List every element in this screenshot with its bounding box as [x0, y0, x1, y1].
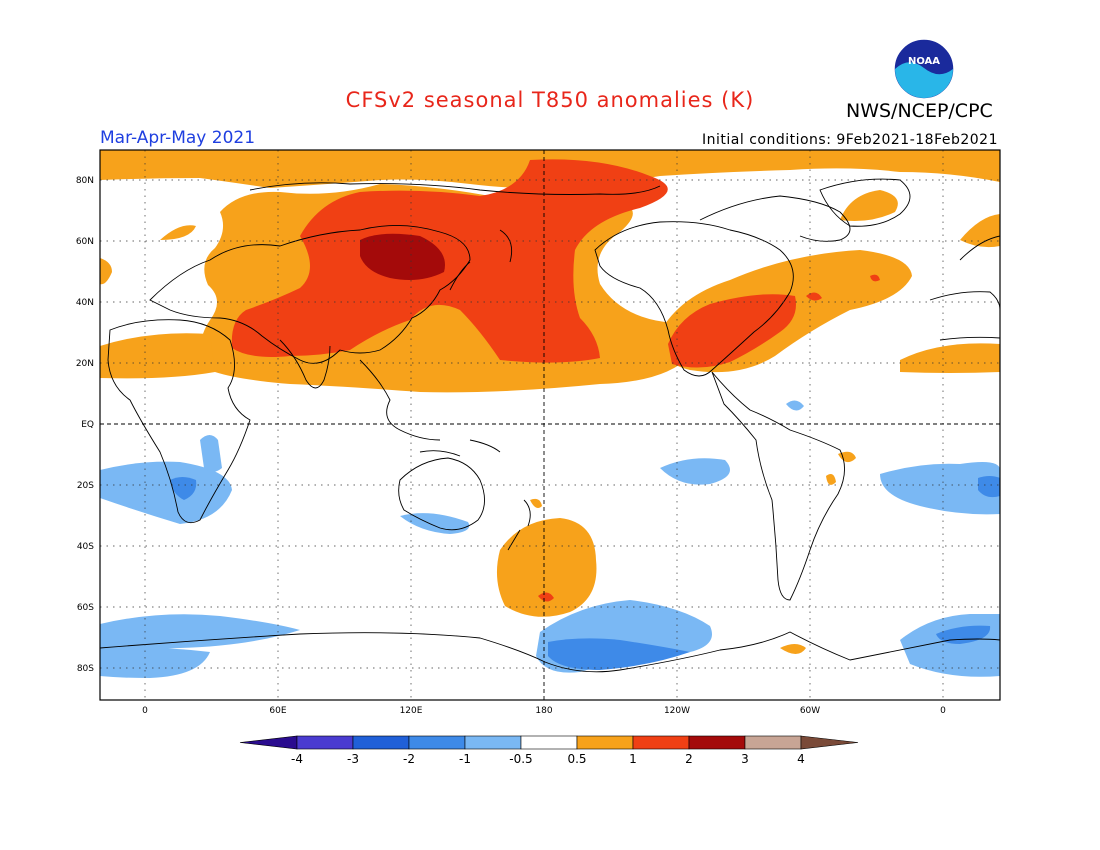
- colorbar-swatch: [744, 735, 802, 750]
- colorbar-tick-label: 3: [741, 752, 749, 766]
- lat-label: 40N: [76, 298, 94, 308]
- cold-south-atlantic: [880, 462, 1000, 515]
- colorbar-tick-label: 0.5: [567, 752, 586, 766]
- colorbar-tick-label: -1: [459, 752, 471, 766]
- warm-africa-strip: [100, 333, 215, 379]
- logo-text: NOAA: [908, 56, 940, 67]
- colorbar-swatch: [632, 735, 690, 750]
- lon-label: 0: [142, 706, 148, 716]
- colorbar-swatch: [688, 735, 746, 750]
- lon-label: 60E: [269, 706, 286, 716]
- warm-strong-siberia: [360, 233, 445, 280]
- org-label: NWS/NCEP/CPC: [846, 100, 993, 122]
- warm-south-pacific: [496, 518, 597, 617]
- lat-label: 20N: [76, 359, 94, 369]
- colorbar-swatch: [464, 735, 522, 750]
- initial-conditions: Initial conditions: 9Feb2021-18Feb2021: [702, 132, 998, 148]
- colorbar-swatch: [408, 735, 466, 750]
- lon-axis: 0 60E 120E 180 120W 60W 0: [142, 706, 946, 716]
- warm-mod-eurasia: [231, 159, 668, 363]
- colorbar-tick-label: 2: [685, 752, 693, 766]
- warm-greenland: [840, 190, 898, 221]
- lat-label: 20S: [77, 481, 94, 491]
- lon-label: 120W: [664, 706, 690, 716]
- anomaly-fields: [100, 150, 1000, 678]
- colorbar-tick-label: 1: [629, 752, 637, 766]
- colorbar: -4 -3 -2 -1 -0.5 0.5 1 2 3 4: [239, 735, 859, 766]
- reference-lines: [100, 150, 1000, 700]
- warm-atlantic: [900, 343, 1000, 373]
- lat-label: 80S: [77, 664, 94, 674]
- forecast-period: Mar-Apr-May 2021: [100, 128, 256, 148]
- lon-label: 0: [940, 706, 946, 716]
- cold-antarctic-west: [100, 614, 300, 649]
- lat-label: 60S: [77, 603, 94, 613]
- noaa-logo: NOAA: [893, 38, 955, 100]
- cold-east-pacific: [660, 458, 730, 485]
- colorbar-tick-label: -4: [291, 752, 303, 766]
- colorbar-swatch: [352, 735, 410, 750]
- colorbar-arrow-high: [800, 735, 859, 750]
- colorbar-swatch: [576, 735, 634, 750]
- colorbar-tick-label: -2: [403, 752, 415, 766]
- graticule: [100, 150, 1000, 700]
- lat-label: 60N: [76, 237, 94, 247]
- colorbar-swatch: [520, 735, 578, 750]
- lat-axis: 80N 60N 40N 20N EQ 20S 40S 60S 80S: [76, 176, 94, 674]
- cold-australia: [400, 513, 470, 534]
- colorbar-tick-label: 4: [797, 752, 805, 766]
- map-frame: [99, 149, 1001, 701]
- lat-label: EQ: [81, 420, 94, 430]
- warm-mod-north-america: [668, 294, 796, 368]
- lon-label: 60W: [800, 706, 820, 716]
- lat-label: 80N: [76, 176, 94, 186]
- map-title: CFSv2 seasonal T850 anomalies (K): [345, 88, 755, 112]
- lon-label: 180: [535, 706, 552, 716]
- colorbar-tick-label: -3: [347, 752, 359, 766]
- cold-south-africa: [100, 461, 232, 524]
- colorbar-arrow-low: [239, 735, 298, 750]
- colorbar-swatch: [296, 735, 354, 750]
- lon-label: 120E: [400, 706, 423, 716]
- colorbar-tick-label: -0.5: [509, 752, 532, 766]
- lat-label: 40S: [77, 542, 94, 552]
